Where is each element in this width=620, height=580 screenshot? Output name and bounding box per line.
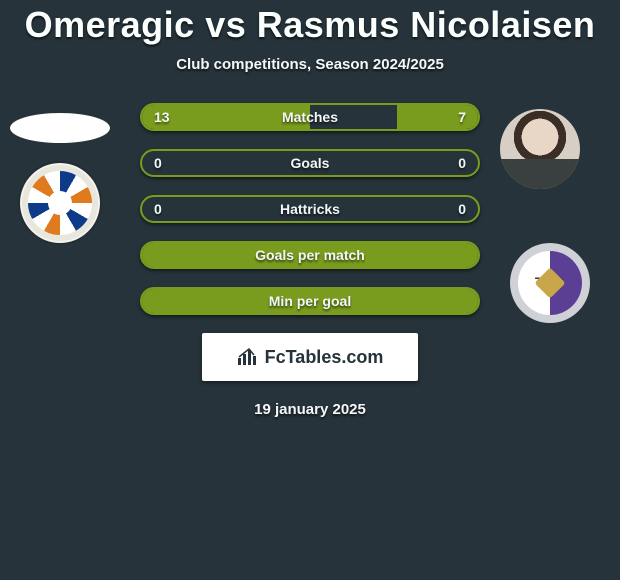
stats-list: 137Matches 00Goals 00Hattricks Goals per ma… [140,103,480,315]
stat-label: Goals per match [142,243,478,267]
stat-row: 00Goals [140,149,480,177]
page-title: Omeragic vs Rasmus Nicolaisen [0,4,620,46]
subtitle: Club competitions, Season 2024/2025 [0,56,620,73]
stat-row: 137Matches [140,103,480,131]
player-right-photo [500,109,580,189]
club-left-badge-center [48,191,72,215]
stat-label: Hattricks [142,197,478,221]
stat-row: Goals per match [140,241,480,269]
content-area: TFC 137Matches 00Goals 00Hattricks Goals pe… [0,103,620,418]
club-right-abbr: TFC [510,274,590,290]
stat-row: Min per goal [140,287,480,315]
stat-label: Goals [142,151,478,175]
stat-row: 00Hattricks [140,195,480,223]
club-right-badge: TFC [510,243,590,323]
club-left-badge [20,163,100,243]
brand-box: FcTables.com [202,333,418,381]
brand-bars-icon [237,348,259,366]
stat-label: Matches [142,105,478,129]
player-left-photo [10,113,110,143]
date-line: 19 january 2025 [0,401,620,418]
comparison-card: Omeragic vs Rasmus Nicolaisen Club compe… [0,0,620,418]
brand-text: FcTables.com [265,347,384,368]
stat-label: Min per goal [142,289,478,313]
